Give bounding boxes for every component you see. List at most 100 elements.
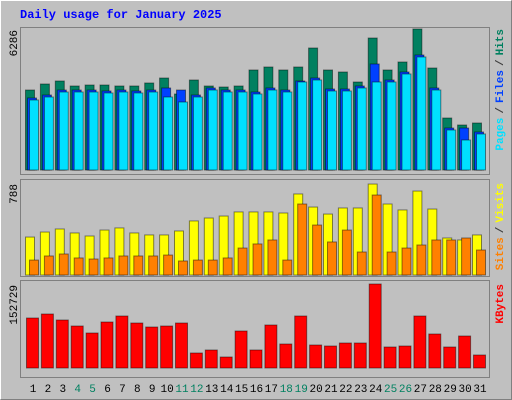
legend-entry: Pages — [495, 118, 507, 151]
legend-separator: / — [495, 226, 507, 233]
bar — [237, 247, 248, 276]
bar — [29, 259, 39, 276]
x-tick-label: 22 — [339, 384, 352, 396]
bar — [327, 90, 337, 171]
bar — [282, 91, 293, 171]
bar — [103, 257, 114, 276]
bar — [338, 342, 352, 369]
bar — [458, 335, 472, 369]
bar — [446, 239, 457, 276]
bar — [26, 317, 39, 369]
bar — [40, 313, 54, 369]
legend-entry: Visits — [495, 183, 507, 223]
bar — [282, 259, 293, 276]
bar — [368, 283, 382, 369]
bar — [461, 237, 472, 276]
bar — [401, 73, 412, 171]
x-tick-label: 23 — [354, 384, 367, 396]
bar — [312, 79, 323, 171]
bar — [148, 255, 159, 276]
bar — [55, 319, 69, 369]
y-tick-label: 6286 — [9, 30, 21, 56]
bar — [371, 194, 382, 276]
bar — [356, 87, 367, 171]
bar — [100, 321, 114, 369]
bar — [43, 96, 54, 171]
legend-separator: / — [495, 107, 507, 114]
bar — [189, 352, 203, 369]
x-tick-label: 12 — [190, 384, 203, 396]
bar — [207, 89, 218, 171]
legend: Sites / Visits — [495, 183, 507, 270]
bar — [178, 101, 188, 171]
bar — [279, 343, 293, 369]
bar — [148, 91, 159, 171]
bar — [130, 322, 144, 369]
bar — [386, 81, 397, 171]
bar — [431, 239, 442, 276]
bar — [73, 91, 84, 171]
bar — [103, 92, 114, 171]
legend-entry: Sites — [495, 237, 507, 270]
legend-entry: Files — [495, 70, 507, 103]
bar — [398, 345, 412, 369]
bar — [309, 344, 323, 369]
bar — [222, 91, 233, 171]
chart-title: Daily usage for January 2025 — [20, 8, 222, 22]
y-tick-label: 788 — [9, 184, 21, 204]
bar — [58, 91, 69, 171]
legend: KBytes — [495, 284, 507, 324]
x-tick-label: 25 — [384, 384, 397, 396]
bar — [267, 89, 278, 171]
bar — [204, 349, 218, 369]
bar — [252, 243, 263, 276]
bar — [428, 333, 442, 369]
x-tick-label: 8 — [134, 384, 141, 396]
x-tick-label: 15 — [235, 384, 248, 396]
bar — [446, 129, 457, 171]
legend-entry: Hits — [495, 29, 507, 55]
bar — [70, 325, 84, 369]
x-tick-label: 20 — [309, 384, 322, 396]
bar — [473, 354, 486, 369]
bar — [160, 325, 174, 369]
x-tick-label: 30 — [458, 384, 471, 396]
x-tick-label: 13 — [205, 384, 218, 396]
bar — [264, 324, 278, 369]
bar — [356, 251, 367, 276]
bar — [192, 259, 203, 276]
bar — [88, 91, 99, 171]
bar — [178, 260, 188, 276]
bar — [163, 96, 174, 171]
bar — [341, 90, 352, 171]
y-tick-label: 152729 — [9, 285, 21, 325]
x-tick-label: 4 — [74, 384, 81, 396]
bar — [118, 91, 129, 171]
x-tick-label: 24 — [369, 384, 383, 396]
bar — [341, 229, 352, 276]
bar — [294, 315, 308, 369]
x-tick-label: 6 — [104, 384, 111, 396]
x-tick-label: 10 — [160, 384, 173, 396]
bar — [145, 326, 159, 369]
bar — [416, 56, 427, 171]
x-tick-label: 28 — [429, 384, 442, 396]
legend-separator: / — [495, 59, 507, 66]
legend-entry: KBytes — [495, 284, 507, 324]
bar — [383, 346, 397, 369]
bar — [476, 249, 486, 276]
bar — [237, 91, 248, 171]
bar — [476, 133, 486, 171]
bar — [431, 89, 442, 171]
bar — [163, 254, 174, 276]
bar — [371, 81, 382, 171]
bar — [327, 241, 337, 276]
bar — [115, 315, 129, 369]
x-tick-label: 18 — [280, 384, 293, 396]
x-tick-label: 7 — [119, 384, 126, 396]
bar — [85, 332, 99, 369]
bar — [58, 253, 69, 276]
x-tick-label: 11 — [175, 384, 189, 396]
